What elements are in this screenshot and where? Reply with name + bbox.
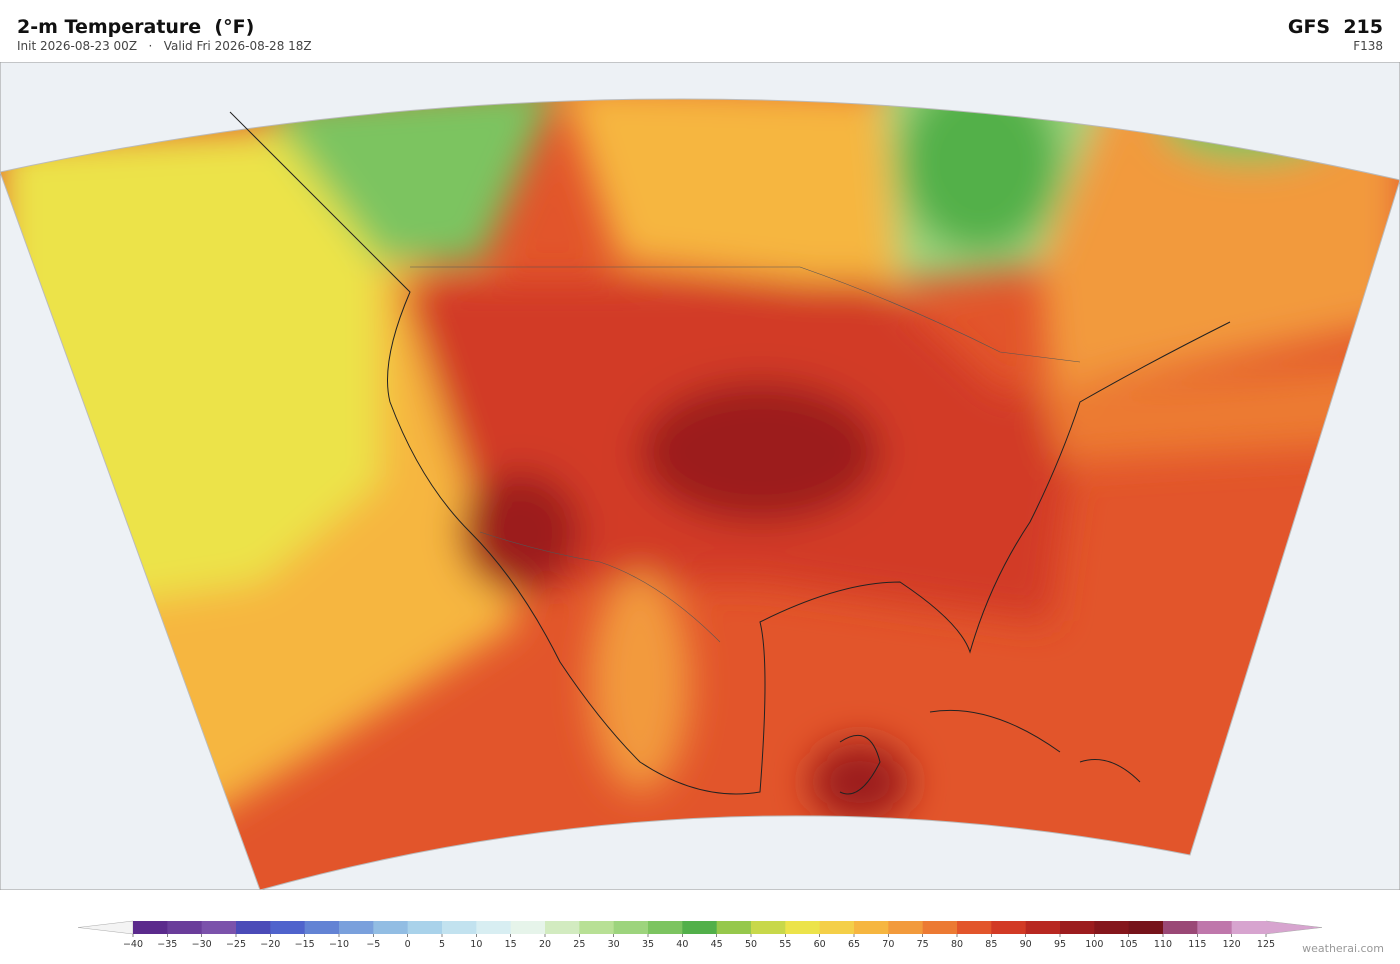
colorbar-tick-label: 60: [814, 939, 826, 950]
colorbar-bin: [991, 921, 1027, 934]
colorbar-tick-label: −5: [366, 939, 380, 950]
coastlines: [229, 111, 1231, 795]
colorbar-tick-label: 115: [1188, 939, 1206, 950]
colorbar-tick-label: 35: [642, 939, 654, 950]
colorbar-bin: [648, 921, 683, 934]
colorbar-bin: [1197, 921, 1233, 934]
colorbar-bin: [510, 921, 546, 934]
temperature-field: [0, 98, 1400, 890]
colorbar-bin: [819, 921, 855, 934]
colorbar-tick-label: −15: [295, 939, 315, 950]
colorbar-bin: [407, 921, 443, 934]
colorbar-bin: [854, 921, 889, 934]
colorbar-over: [1265, 920, 1323, 935]
colorbar-tick-label: 15: [505, 939, 517, 950]
colorbar-tick-label: 10: [470, 939, 482, 950]
colorbar-bin: [1231, 921, 1267, 934]
colorbar-tick-label: 30: [608, 939, 620, 950]
colorbar-bin: [1163, 921, 1198, 934]
colorbar-tick-label: 80: [951, 939, 963, 950]
colorbar-bin: [1094, 921, 1130, 934]
colorbar-tick-label: 0: [405, 939, 411, 950]
colorbar-bin: [716, 921, 752, 934]
colorbar-bin: [682, 921, 718, 934]
colorbar-tick-label: −35: [157, 939, 177, 950]
colorbar-tick-label: 50: [745, 939, 757, 950]
colorbar-bin: [236, 921, 271, 934]
colorbar-bin: [1060, 921, 1095, 934]
colorbar-tick-label: −40: [123, 939, 143, 950]
colorbar-bin: [751, 921, 786, 934]
colorbar-tick-label: 65: [848, 939, 860, 950]
colorbar-bin: [545, 921, 580, 934]
colorbar-bin: [579, 921, 615, 934]
colorbar-tick-label: 125: [1257, 939, 1275, 950]
colorbar-tick-label: 90: [1020, 939, 1032, 950]
colorbar-bin: [339, 921, 374, 934]
colorbar-tick-label: 85: [985, 939, 997, 950]
colorbar-bin: [922, 921, 958, 934]
colorbar-bin: [613, 921, 649, 934]
colorbar-tick-label: 95: [1054, 939, 1066, 950]
colorbar-tick-label: 45: [711, 939, 723, 950]
colorbar-bin: [476, 921, 512, 934]
colorbar-tick-label: 40: [676, 939, 688, 950]
colorbar-tick-label: 120: [1223, 939, 1241, 950]
colorbar-under: [77, 920, 134, 935]
colorbar-bin: [201, 921, 237, 934]
colorbar-bin: [304, 921, 340, 934]
colorbar-tick-label: 5: [439, 939, 445, 950]
colorbar-bin: [270, 921, 306, 934]
colorbar-tick-label: 110: [1154, 939, 1172, 950]
colorbar-tick-label: 75: [917, 939, 929, 950]
watermark: weatherai.com: [1302, 942, 1384, 955]
colorbar-bin: [133, 921, 168, 934]
colorbar-bin: [167, 921, 203, 934]
forecast-hour: F138: [1353, 39, 1383, 53]
colorbar-tick-label: 70: [882, 939, 894, 950]
colorbar: −40 −35 −30 −25 −20 −15 −10 −5 0 5 10 15 20 25 30 35 40 4…: [77, 920, 1323, 950]
subtitle: Init 2026-08-23 00Z · Valid Fri 2026-08-…: [17, 39, 312, 53]
colorbar-bin: [888, 921, 924, 934]
colorbar-bin: [373, 921, 409, 934]
model: GFS 215: [1287, 16, 1383, 38]
colorbar-tick-label: 100: [1085, 939, 1103, 950]
colorbar-bin: [1128, 921, 1164, 934]
borders: [410, 266, 1081, 643]
title: 2-m Temperature (°F): [17, 16, 255, 38]
domain-outline: [0, 98, 1400, 890]
colorbar-bin: [1025, 921, 1061, 934]
colorbar-bin: [957, 921, 992, 934]
colorbar-tick-label: −25: [226, 939, 246, 950]
colorbar-tick-label: −20: [260, 939, 280, 950]
colorbar-bin: [442, 921, 477, 934]
colorbar-tick-label: −10: [329, 939, 349, 950]
colorbar-tick-label: 105: [1120, 939, 1138, 950]
colorbar-bin: [785, 921, 821, 934]
colorbar-tick-label: −30: [192, 939, 212, 950]
colorbar-tick-label: 25: [573, 939, 585, 950]
colorbar-tick-label: 55: [779, 939, 791, 950]
colorbar-tick-label: 20: [539, 939, 551, 950]
map: [0, 62, 1400, 890]
